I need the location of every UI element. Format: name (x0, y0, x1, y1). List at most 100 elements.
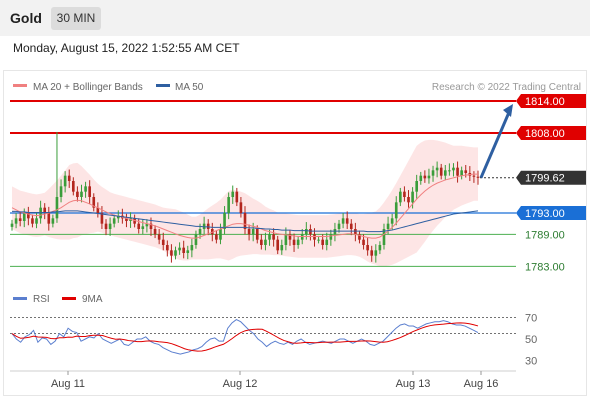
candle-body (178, 247, 181, 251)
candle-body (435, 167, 439, 171)
candle-body (399, 191, 402, 203)
candle-body (390, 218, 394, 224)
rsi-ma-legend-label: 9MA (82, 294, 103, 305)
candle-body (374, 250, 378, 256)
candle-body (243, 213, 247, 229)
rsi-tick-50: 50 (525, 334, 537, 346)
x-axis-ticks: Aug 11 Aug 12 Aug 13 Aug 16 (51, 371, 498, 390)
chart-datetime: Monday, August 15, 2022 1:52:55 AM CET (13, 41, 240, 55)
candle-body (448, 170, 451, 172)
timeframe-button[interactable]: 30 MIN (51, 7, 101, 30)
x-tick-label: Aug 16 (464, 378, 499, 390)
candle-body (202, 223, 206, 229)
level-tag-1808-00 (516, 126, 586, 140)
candle-body (333, 229, 337, 235)
candle-body (125, 218, 128, 221)
candle-body (161, 239, 165, 245)
candle-body (112, 218, 116, 224)
candle-body (317, 239, 320, 241)
candle-body (100, 213, 104, 224)
x-tick-label: Aug 12 (223, 378, 258, 390)
candle-body (354, 229, 357, 235)
candle-body (157, 234, 161, 240)
candle-body (366, 245, 369, 251)
candle-body (59, 186, 63, 197)
level-tag-1793-00 (516, 206, 586, 220)
level-label-1783-00: 1783.00 (525, 261, 565, 273)
candle-body (239, 202, 243, 213)
candle-body (43, 207, 47, 213)
level-label-1814-00: 1814.00 (525, 96, 565, 108)
candle-body (476, 176, 480, 178)
candle-body (84, 186, 87, 192)
candle-body (407, 197, 410, 203)
bollinger-legend-label: MA 20 + Bollinger Bands (33, 82, 143, 93)
candle-body (18, 218, 22, 221)
level-tag-1814-00 (516, 94, 586, 108)
candle-body (223, 213, 226, 229)
level-label-1808-00: 1808.00 (525, 128, 565, 140)
candle-body (427, 175, 431, 179)
candle-body (166, 245, 169, 251)
candle-body (403, 191, 406, 197)
candle-body (231, 191, 235, 197)
candle-body (423, 175, 427, 179)
candle-body (419, 175, 423, 181)
candle-body (39, 207, 42, 219)
candle-body (194, 234, 198, 245)
projection-arrow (479, 104, 513, 179)
candle-body (10, 223, 14, 227)
candle-body (133, 218, 136, 224)
level-label-1799-62: 1799.62 (525, 173, 565, 185)
candle-body (22, 213, 26, 221)
candle-body (268, 234, 271, 240)
rsi-panel: 70 50 30 (10, 312, 537, 368)
candle-body (292, 239, 296, 245)
candle-body (198, 229, 202, 235)
candle-body (76, 191, 79, 197)
rsi-ma-line (11, 322, 479, 352)
candle-body (362, 239, 365, 245)
credit-text: Research © 2022 Trading Central (432, 82, 581, 93)
candle-body (47, 213, 51, 224)
candle-body (227, 197, 230, 213)
candle-body (386, 223, 390, 229)
rsi-legend-swatch (13, 297, 27, 300)
level-label-1793-00: 1793.00 (525, 208, 565, 220)
chart-frame (3, 70, 587, 396)
candle-body (284, 234, 288, 245)
candle-body (456, 167, 459, 176)
candle-body (337, 223, 341, 229)
level-label-1789-00: 1789.00 (525, 229, 565, 241)
candle-body (464, 170, 468, 173)
candle-body (472, 175, 476, 177)
candle-body (104, 223, 108, 229)
candle-body (264, 239, 267, 245)
price-levels (10, 100, 516, 267)
candle-body (296, 239, 300, 245)
candle-body (300, 234, 304, 240)
x-tick-label: Aug 13 (396, 378, 431, 390)
candle-body (219, 229, 222, 240)
candle-body (452, 167, 455, 171)
rsi-tick-70: 70 (525, 312, 537, 324)
candle-body (27, 213, 30, 219)
candle-body (31, 218, 34, 224)
candle-body (382, 229, 386, 245)
rsi-ma-legend-swatch (62, 297, 76, 300)
candle-body (358, 234, 361, 240)
candle-body (272, 234, 275, 240)
candle-body (88, 186, 91, 197)
candle-body (35, 218, 38, 224)
candle-body (329, 234, 333, 240)
candle-body (313, 234, 316, 240)
candle-body (235, 191, 239, 203)
x-tick-label: Aug 11 (51, 378, 85, 390)
candle-body (439, 167, 443, 176)
candle-body (141, 226, 145, 229)
candle-body (247, 229, 251, 235)
candle-body (276, 239, 280, 251)
candle-body (415, 181, 419, 192)
level-tag-1799-62 (516, 170, 586, 185)
